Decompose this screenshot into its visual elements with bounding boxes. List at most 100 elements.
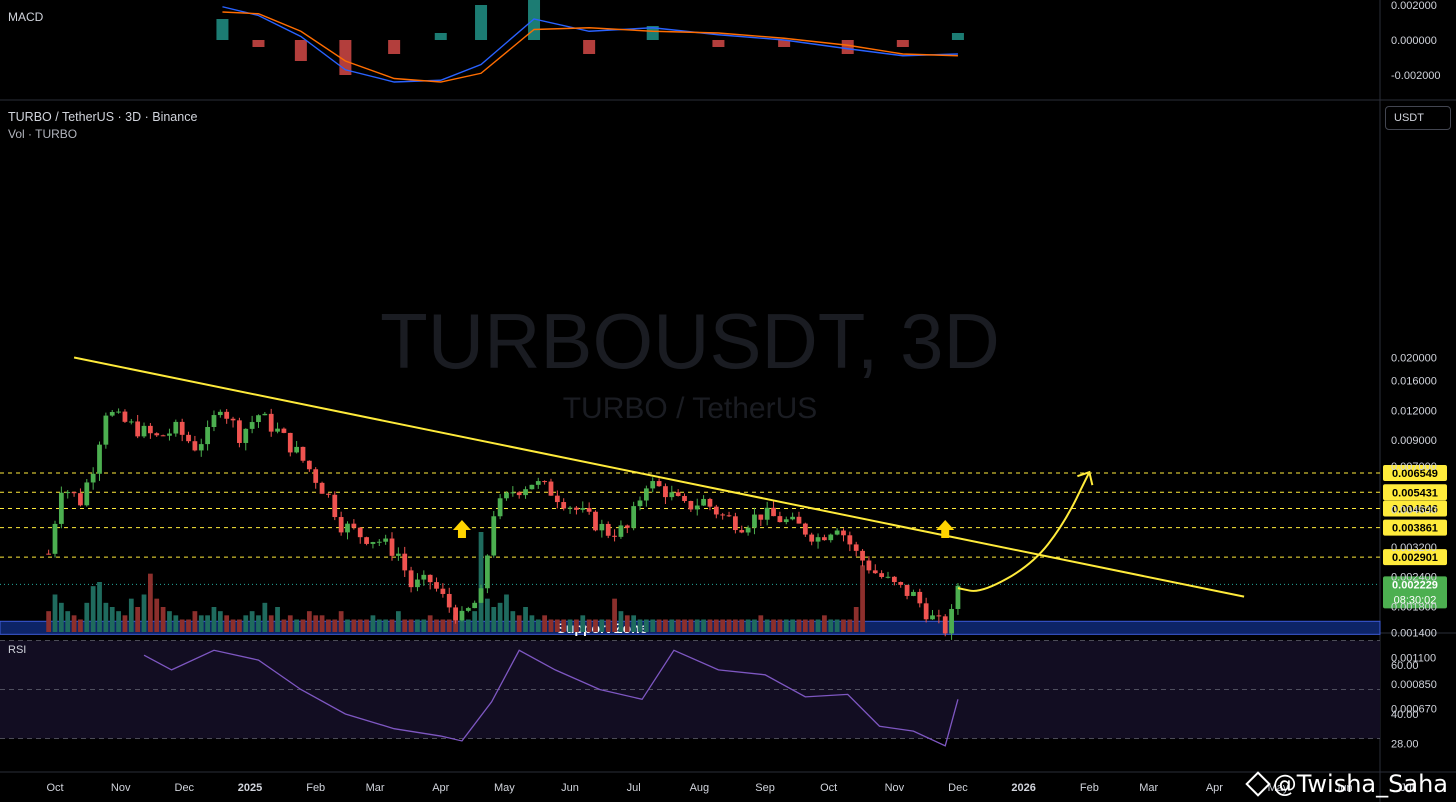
time-tick-label: Jul	[1400, 782, 1414, 794]
volume-bar	[230, 619, 236, 632]
candle-body	[936, 615, 942, 617]
candle-body	[332, 494, 338, 518]
currency-button[interactable]: USDT	[1385, 106, 1451, 130]
watermark-name: TURBO / TetherUS	[563, 392, 818, 425]
volume-bar	[275, 607, 280, 632]
volume-bar	[78, 619, 83, 632]
candle-body	[650, 481, 656, 489]
candle-body	[173, 421, 179, 434]
macd-histogram-bar	[712, 40, 725, 47]
candle-body	[891, 576, 897, 583]
time-tick-label: Jun	[561, 782, 579, 794]
candle-body	[402, 553, 408, 571]
volume-bar	[726, 619, 732, 632]
volume-bar	[211, 607, 217, 632]
volume-bar	[650, 619, 656, 632]
rsi-tick-label: 40.00	[1391, 709, 1419, 721]
macd-histogram-bar	[583, 40, 596, 54]
time-tick-label: Nov	[111, 782, 131, 794]
volume-bar	[504, 594, 509, 632]
volume-bar	[52, 594, 58, 632]
volume-bar	[828, 619, 834, 632]
rsi-pane	[0, 640, 1380, 747]
volume-bar	[675, 619, 681, 632]
macd-histogram-bar	[252, 40, 265, 47]
candle-body	[453, 607, 458, 621]
candle-body	[656, 481, 662, 487]
candle-body	[408, 570, 414, 588]
candle-body	[637, 500, 643, 507]
candle-body	[116, 411, 121, 413]
candle-body	[192, 441, 198, 451]
volume-bar	[478, 532, 484, 632]
candle-body	[504, 492, 509, 499]
candle-body	[631, 506, 637, 528]
drawings	[73, 356, 1245, 598]
candle-body	[942, 616, 948, 634]
candle-body	[491, 516, 497, 556]
level-tag	[1383, 484, 1447, 501]
volume-bar	[389, 619, 395, 632]
volume-bar	[682, 619, 687, 632]
volume-bar	[167, 611, 172, 632]
candle-body	[421, 574, 427, 580]
candle-body	[809, 534, 815, 542]
candle-body	[319, 482, 325, 494]
candle-body	[472, 602, 478, 609]
countdown-text: 08:30:02	[1394, 594, 1437, 606]
volume-bar	[192, 611, 198, 632]
volume-bar	[758, 615, 764, 632]
candle-body	[256, 415, 261, 423]
candle-body	[898, 582, 904, 585]
volume-bar	[332, 619, 338, 632]
up-arrow-icon	[936, 520, 955, 538]
candle-body	[275, 428, 280, 432]
candle-body	[294, 446, 300, 453]
level-lines: 0.006549 0.005431 0.004646 0.003861 0.002901…	[0, 464, 1447, 609]
rsi-tick-label: 60.00	[1391, 660, 1419, 672]
volume-bar	[713, 619, 719, 632]
volume-bar	[485, 598, 490, 632]
volume-bars	[46, 532, 865, 632]
candle-body	[643, 488, 649, 501]
candle-body	[599, 523, 605, 531]
level-tag	[1383, 464, 1447, 481]
candle-body	[612, 535, 617, 537]
macd-pane	[216, 0, 964, 83]
macd-histogram-bar	[841, 40, 854, 54]
volume-bar	[542, 615, 548, 632]
candle-body	[141, 425, 147, 437]
volume-bar	[109, 607, 115, 632]
exchange-logo-icon	[1245, 771, 1271, 797]
candle-body	[923, 603, 929, 620]
candle-body	[109, 412, 115, 416]
volume-bar	[841, 619, 846, 632]
candle-body	[847, 535, 853, 545]
volume-bar	[707, 619, 713, 632]
candle-body	[243, 428, 249, 443]
candle-body	[65, 492, 71, 494]
candle-body	[828, 534, 834, 541]
volume-bar	[256, 615, 261, 632]
volume-bar	[249, 611, 255, 632]
candle-body	[853, 544, 859, 551]
level-tag-text: 0.005431	[1392, 487, 1438, 499]
candle-body	[160, 435, 166, 437]
time-tick-label: May	[1268, 782, 1289, 794]
last-price-tag	[1383, 576, 1447, 609]
candle-body	[71, 492, 77, 494]
volume-bar	[306, 611, 312, 632]
level-tag	[1383, 500, 1447, 517]
volume-bar	[300, 619, 306, 632]
signal-line	[222, 11, 958, 83]
volume-bar	[262, 602, 268, 632]
volume-bar	[688, 619, 694, 632]
rsi-label: RSI	[8, 644, 27, 656]
candle-body	[777, 516, 783, 523]
candle-body	[135, 421, 141, 437]
price-tick-label: 0.020000	[1391, 353, 1437, 365]
volume-bar	[294, 619, 300, 632]
time-tick-label: Mar	[366, 782, 385, 794]
candle-body	[148, 425, 153, 434]
watermark-symbol: TURBOUSDT, 3D	[380, 297, 1000, 385]
